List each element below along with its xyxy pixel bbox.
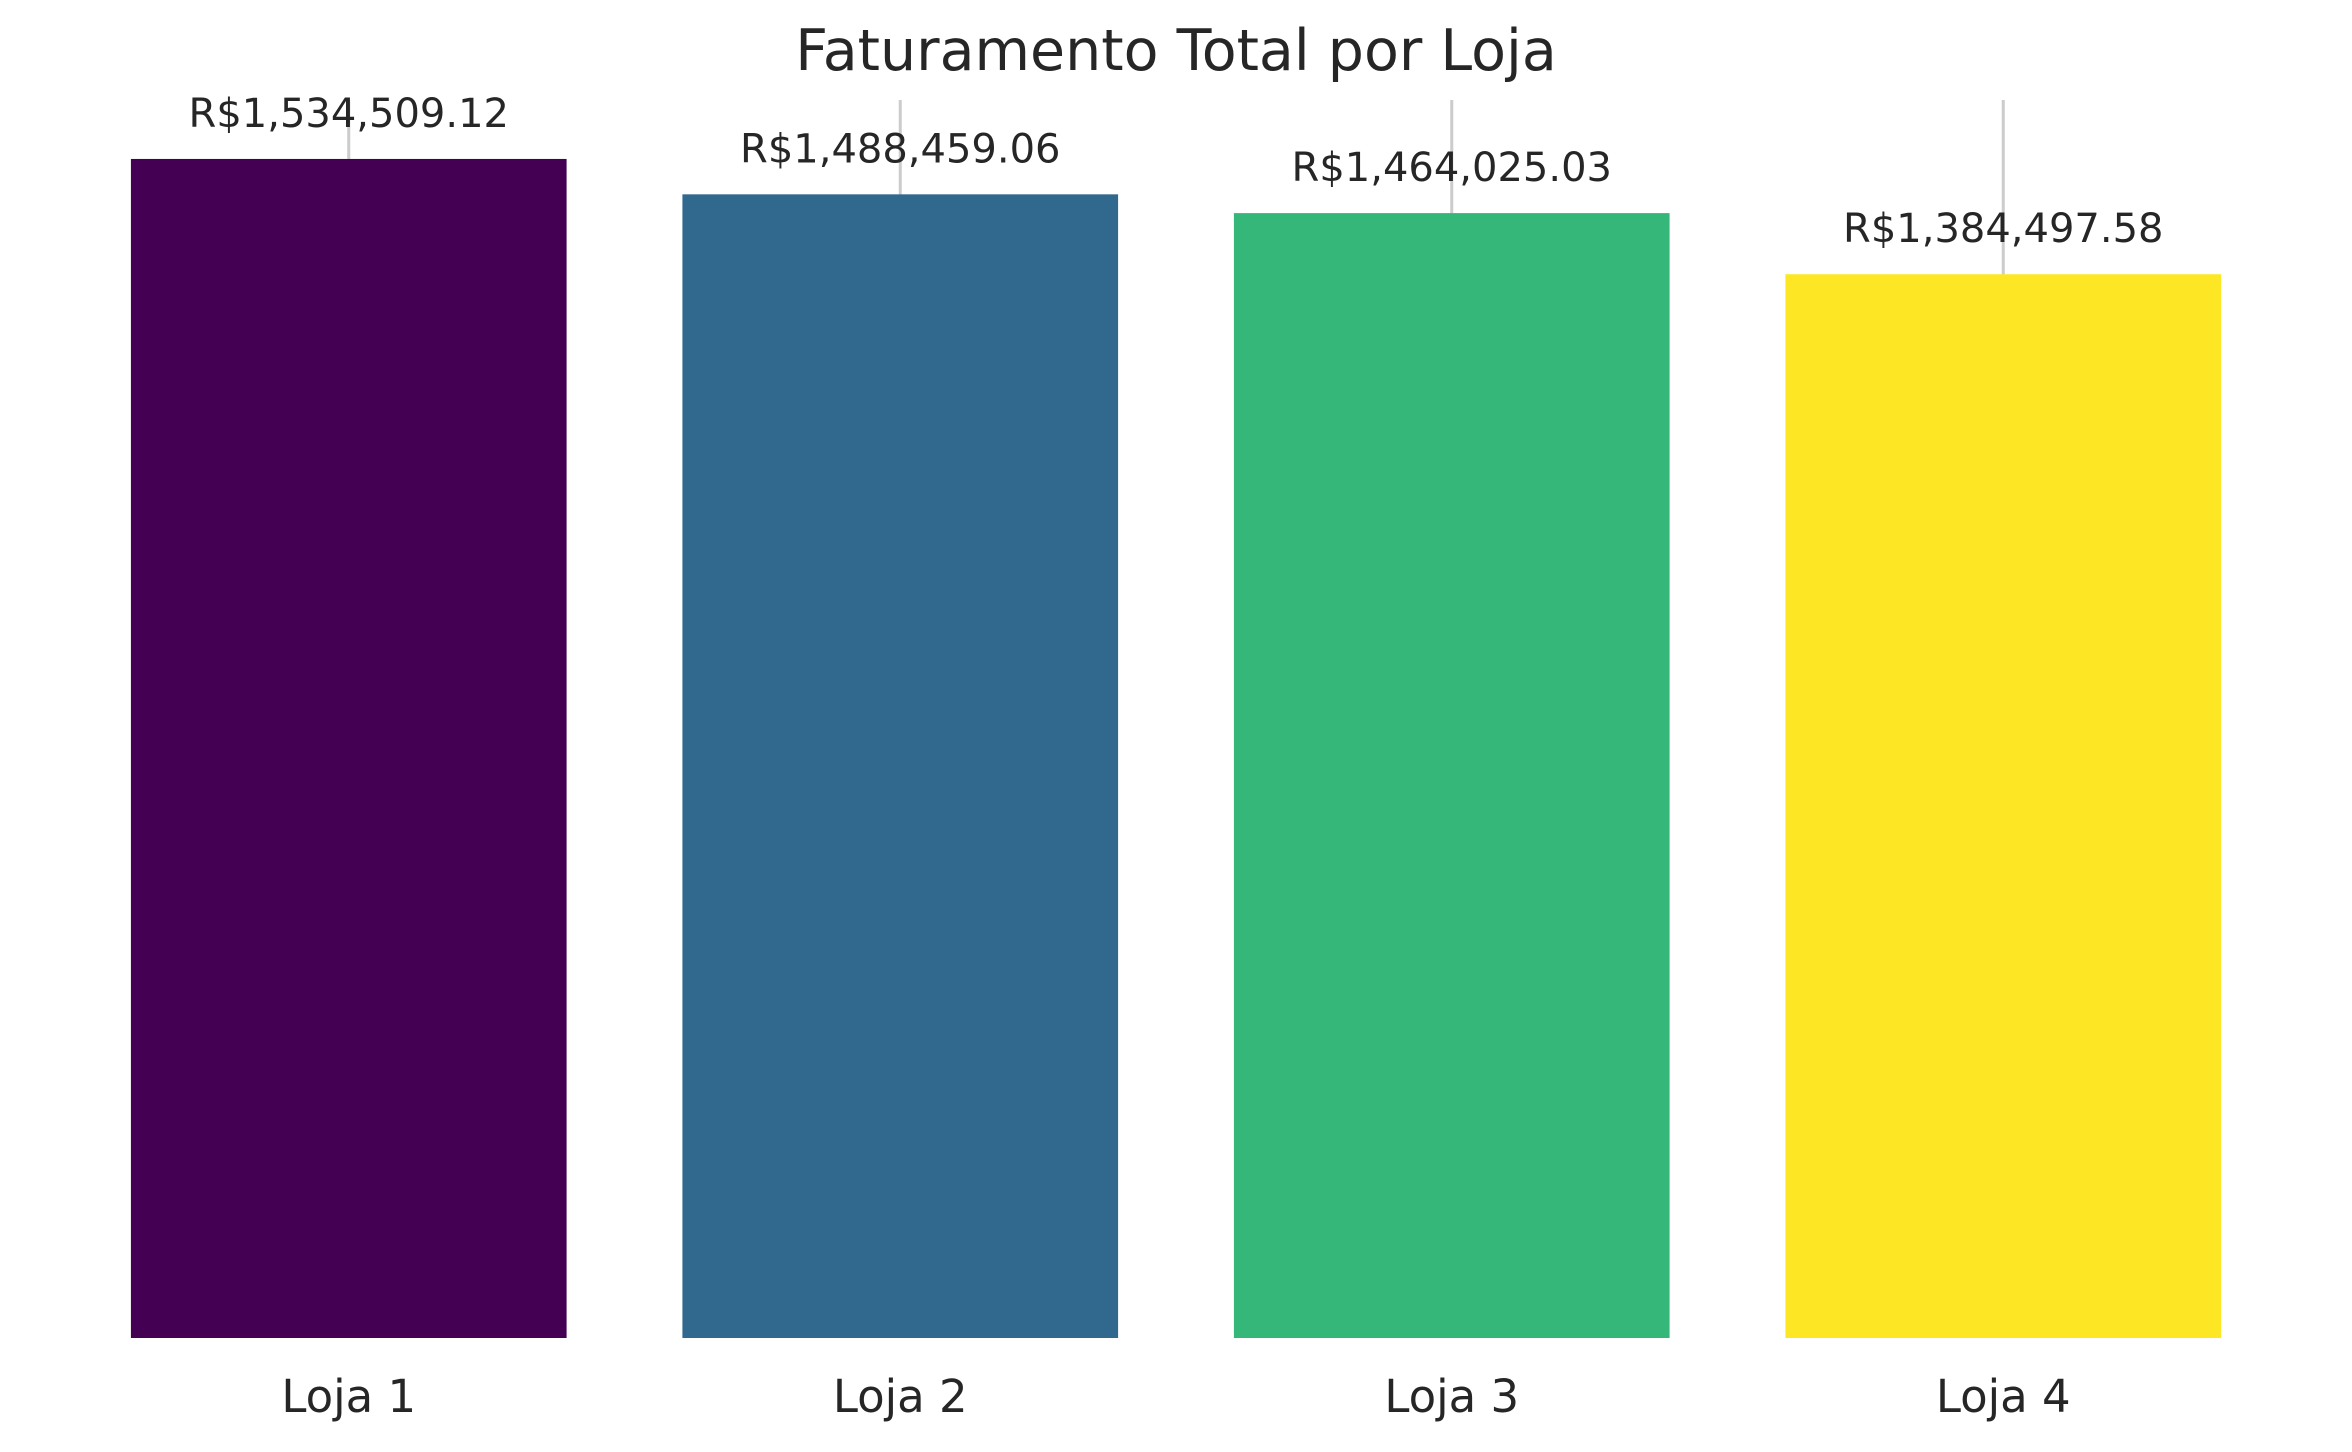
value-label: R$1,384,497.58 xyxy=(1843,206,2163,252)
x-tick-label: Loja 2 xyxy=(833,1370,968,1423)
x-tick-label: Loja 1 xyxy=(281,1370,416,1423)
value-labels: R$1,534,509.12 R$1,488,459.06 R$1,464,025.… xyxy=(189,91,2164,252)
x-tick-label: Loja 4 xyxy=(1936,1370,2071,1423)
value-label: R$1,488,459.06 xyxy=(740,126,1060,172)
bars xyxy=(130,158,2222,1339)
gridlines xyxy=(347,100,2005,1338)
value-label: R$1,464,025.03 xyxy=(1292,145,1612,191)
bar-loja-2 xyxy=(682,194,1119,1338)
bar-loja-1 xyxy=(130,158,567,1338)
bar-loja-4 xyxy=(1785,274,2222,1338)
value-label: R$1,534,509.12 xyxy=(189,91,509,137)
x-tick-label: Loja 3 xyxy=(1384,1370,1519,1423)
x-tick-labels: Loja 1 Loja 2 Loja 3 Loja 4 xyxy=(281,1370,2070,1423)
chart-title: Faturamento Total por Loja xyxy=(795,18,1557,84)
bar-loja-3 xyxy=(1233,213,1670,1339)
